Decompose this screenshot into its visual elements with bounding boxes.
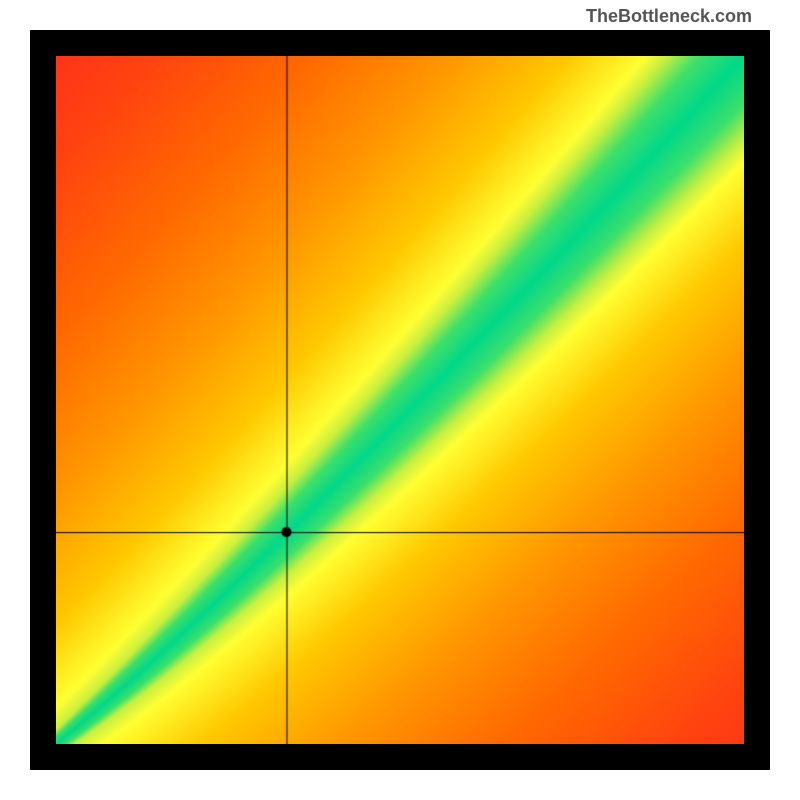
- chart-container: TheBottleneck.com: [0, 0, 800, 800]
- chart-frame: [30, 30, 770, 770]
- heatmap-plot: [56, 56, 744, 744]
- attribution-label: TheBottleneck.com: [586, 6, 752, 27]
- heatmap-canvas: [56, 56, 744, 744]
